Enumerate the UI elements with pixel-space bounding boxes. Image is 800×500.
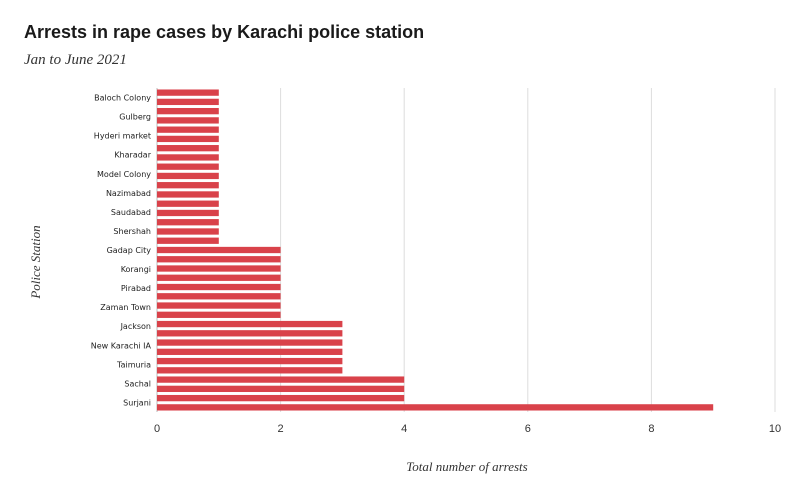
category-label: Taimuria — [116, 360, 151, 369]
bar — [157, 348, 343, 355]
bar — [157, 246, 281, 254]
bar — [157, 357, 343, 365]
bar — [157, 283, 281, 291]
bar — [157, 376, 405, 383]
bar — [157, 135, 219, 143]
category-label: New Karachi IA — [91, 341, 152, 350]
bar — [157, 163, 219, 170]
category-label: Kharadar — [114, 151, 151, 160]
bar — [157, 191, 219, 198]
category-label: Shershah — [113, 227, 151, 236]
category-label: Surjani — [123, 398, 151, 407]
category-label: Gadap City — [107, 246, 152, 255]
bar — [157, 293, 281, 300]
bar — [157, 256, 281, 263]
category-labels: Baloch Colony Gulberg Hyderi market Kharada… — [91, 94, 152, 408]
category-label: Model Colony — [97, 170, 151, 179]
bar — [157, 98, 219, 106]
category-label: Pirabad — [121, 284, 151, 293]
category-label: Baloch Colony — [94, 94, 151, 103]
x-tick-label: 2 — [278, 423, 284, 435]
x-tick-label: 8 — [648, 423, 654, 435]
bar — [157, 330, 343, 337]
bar — [157, 265, 281, 272]
bar — [157, 394, 405, 402]
bar — [157, 385, 405, 393]
bar — [157, 219, 219, 226]
bar — [157, 126, 219, 133]
bar — [157, 107, 219, 115]
bar — [157, 274, 281, 281]
category-label: Gulberg — [119, 113, 151, 122]
bar — [157, 117, 219, 124]
category-label: Saudabad — [111, 208, 151, 217]
category-label: Zaman Town — [100, 303, 151, 312]
x-tick-label: 0 — [154, 423, 160, 435]
bar — [157, 228, 219, 235]
bar — [157, 172, 219, 180]
bar — [157, 339, 343, 346]
x-tick-label: 4 — [401, 423, 407, 435]
bar — [157, 367, 343, 374]
bar — [157, 154, 219, 161]
bar — [157, 404, 714, 411]
category-label: Jackson — [120, 322, 151, 331]
x-tick-label: 10 — [769, 423, 781, 435]
bar — [157, 200, 219, 207]
x-tick-labels: 0 2 4 6 8 10 — [154, 423, 781, 435]
category-label: Korangi — [121, 265, 151, 274]
bars — [157, 89, 714, 411]
bar — [157, 145, 219, 152]
bar — [157, 182, 219, 189]
x-axis-label: Total number of arrests — [406, 459, 528, 474]
bar — [157, 209, 219, 217]
bar — [157, 89, 219, 96]
bar — [157, 320, 343, 328]
category-label: Hyderi market — [94, 132, 151, 141]
category-label: Nazimabad — [106, 189, 151, 198]
category-label: Sachal — [124, 379, 151, 388]
bar — [157, 302, 281, 309]
bar — [157, 237, 219, 244]
chart-title: Arrests in rape cases by Karachi police … — [24, 22, 425, 42]
x-tick-label: 6 — [525, 423, 531, 435]
chart-subtitle: Jan to June 2021 — [24, 52, 127, 68]
bar — [157, 311, 281, 318]
